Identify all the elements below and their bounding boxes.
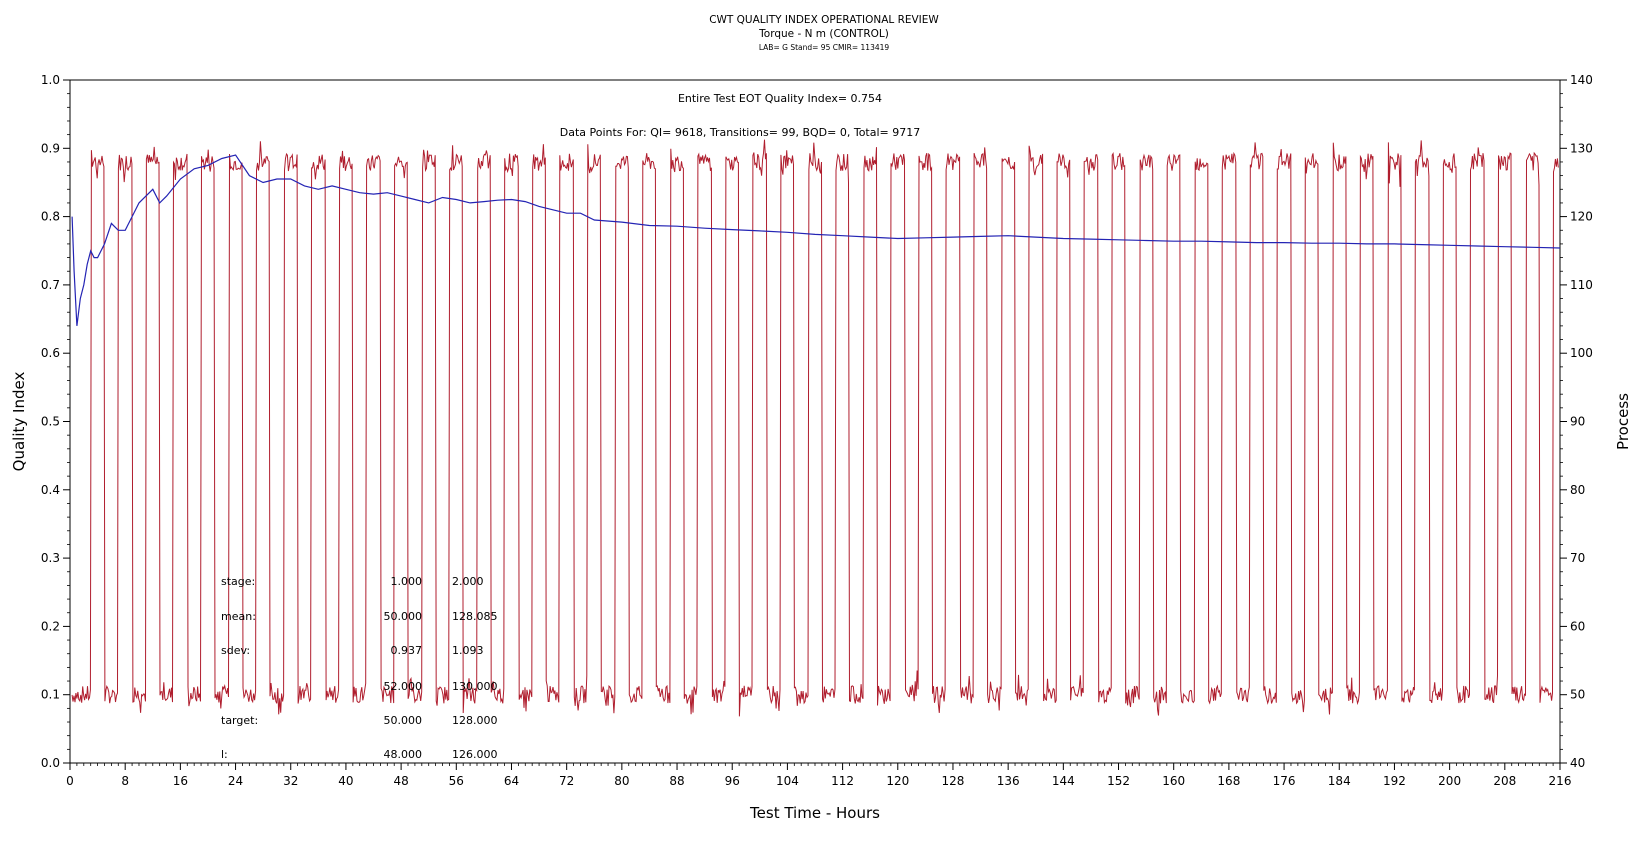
stats-stage2-value: 128.085 [452,610,498,623]
y-tick-label: 0.3 [41,551,60,565]
stats-row-label: stage: [221,575,255,588]
x-tick-label: 56 [449,774,464,788]
y-tick-label: 0.9 [41,141,60,155]
x-tick-label: 112 [831,774,854,788]
y-tick-label: 0.1 [41,688,60,702]
y2-tick-label: 130 [1570,141,1593,155]
stats-stage2-value: 130.000 [452,680,498,693]
quality-index-series-line [71,154,1561,326]
plot-frame [69,79,1561,764]
x-tick-label: 16 [173,774,188,788]
y2-tick-label: 140 [1570,73,1593,87]
x-tick-label: 104 [776,774,799,788]
y-tick-label: 0.6 [41,346,60,360]
y-tick-label: 0.8 [41,210,60,224]
x-tick-label: 96 [725,774,740,788]
stats-stage2-value: 128.000 [452,714,498,727]
y2-axis-label: Process [1614,393,1632,450]
x-tick-label: 0 [66,774,74,788]
stats-stage1-value: 0.937 [391,644,423,657]
x-tick-label: 32 [283,774,298,788]
y-tick-label: 0.5 [41,415,60,429]
y2-tick-label: 70 [1570,551,1585,565]
y2-tick-label: 90 [1570,415,1585,429]
x-tick-label: 176 [1273,774,1296,788]
stats-stage2-value: 1.093 [452,644,484,657]
stats-stage1-value: 1.000 [391,575,423,588]
stats-stage2-value: 2.000 [452,575,484,588]
stats-stage1-value: 52.000 [384,680,423,693]
x-tick-label: 128 [942,774,965,788]
x-tick-label: 152 [1107,774,1130,788]
stats-row-label: sdev: [221,644,250,657]
y-tick-label: 0.4 [41,483,60,497]
y2-tick-label: 80 [1570,483,1585,497]
y-tick-label: 0.7 [41,278,60,292]
data-points-note: Data Points For: QI= 9618, Transitions= … [560,126,921,139]
stats-stage2-value: 126.000 [452,748,498,761]
x-tick-label: 160 [1162,774,1185,788]
y2-tick-label: 50 [1570,688,1585,702]
y-tick-label: 0.2 [41,619,60,633]
x-tick-label: 200 [1438,774,1461,788]
x-tick-label: 88 [669,774,684,788]
stats-stage1-value: 50.000 [384,714,423,727]
chart-subtitle: Torque - N m (CONTROL) [759,28,889,40]
x-tick-label: 72 [559,774,574,788]
x-tick-label: 48 [393,774,408,788]
y-tick-label: 0.0 [41,756,60,770]
x-tick-label: 80 [614,774,629,788]
stats-row-label: target: [221,714,258,727]
y2-tick-label: 100 [1570,346,1593,360]
stats-stage1-value: 48.000 [384,748,423,761]
stats-row-label: l: [221,748,228,761]
x-tick-label: 208 [1493,774,1516,788]
x-tick-label: 168 [1217,774,1240,788]
x-tick-label: 24 [228,774,243,788]
x-tick-label: 40 [338,774,353,788]
y2-tick-label: 60 [1570,619,1585,633]
stats-row-label: mean: [221,610,256,623]
eot-quality-index-note: Entire Test EOT Quality Index= 0.754 [678,92,882,105]
x-axis-label: Test Time - Hours [749,804,880,822]
chart-lab-line: LAB= G Stand= 95 CMIR= 113419 [758,43,890,52]
y-axis-label: Quality Index [10,372,28,472]
y2-tick-label: 120 [1570,210,1593,224]
x-tick-label: 192 [1383,774,1406,788]
x-tick-label: 120 [886,774,909,788]
process-series-line [71,139,1559,717]
chart-title: CWT QUALITY INDEX OPERATIONAL REVIEW [709,14,939,26]
x-tick-label: 64 [504,774,519,788]
x-tick-label: 136 [997,774,1020,788]
y2-tick-label: 40 [1570,756,1585,770]
x-tick-label: 184 [1328,774,1351,788]
x-tick-label: 8 [121,774,129,788]
y-tick-label: 1.0 [41,73,60,87]
x-tick-label: 144 [1052,774,1075,788]
x-tick-label: 216 [1549,774,1572,788]
stats-stage1-value: 50.000 [384,610,423,623]
y2-tick-label: 110 [1570,278,1593,292]
